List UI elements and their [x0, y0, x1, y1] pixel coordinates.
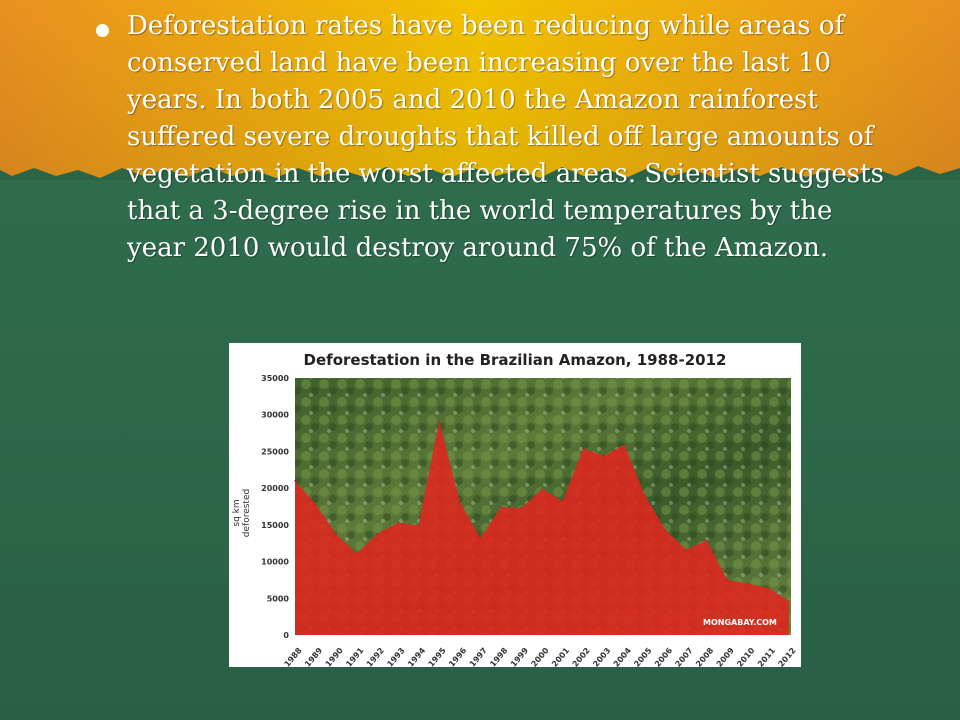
- x-tick-label-1997: 1997: [468, 646, 489, 667]
- data-point-1998: [500, 506, 502, 508]
- y-tick-label: 20000: [261, 484, 289, 493]
- x-tick-label-2002: 2002: [571, 646, 592, 667]
- x-tick-label-1999: 1999: [509, 646, 530, 667]
- bullet-text: Deforestation rates have been reducing w…: [127, 11, 884, 263]
- x-tick-label-2000: 2000: [529, 646, 550, 667]
- chart-title: Deforestation in the Brazilian Amazon, 1…: [303, 351, 727, 369]
- x-tick-label-1998: 1998: [488, 646, 509, 667]
- x-tick-label-1993: 1993: [385, 646, 406, 667]
- bullet-block: Deforestation rates have been reducing w…: [96, 8, 896, 267]
- data-point-2004: [623, 444, 626, 446]
- x-tick-label-2003: 2003: [591, 646, 612, 667]
- x-tick-label-1995: 1995: [427, 646, 448, 667]
- x-tick-label-2010: 2010: [735, 646, 756, 667]
- data-point-2012: [788, 600, 790, 602]
- x-tick-label-1992: 1992: [365, 646, 386, 667]
- header-band: [0, 0, 960, 180]
- data-point-2001: [561, 500, 564, 503]
- data-point-2007: [685, 549, 687, 551]
- data-point-2005: [644, 494, 646, 497]
- data-point-2006: [664, 529, 667, 531]
- y-tick-label: 35000: [261, 374, 289, 383]
- data-point-2010: [747, 582, 749, 585]
- y-tick-label: 0: [283, 631, 289, 640]
- x-tick-label-2008: 2008: [694, 646, 715, 667]
- data-point-1999: [520, 507, 523, 509]
- x-tick-label-2009: 2009: [715, 646, 736, 667]
- watermark: MONGABAY.COM: [703, 618, 777, 627]
- y-tick-label: 15000: [261, 521, 289, 530]
- x-tick-label-1989: 1989: [303, 646, 324, 667]
- y-axis-label: sq km deforested: [232, 488, 252, 538]
- data-point-2009: [726, 579, 729, 581]
- x-tick-label-1988: 1988: [282, 646, 303, 667]
- data-point-2011: [767, 587, 770, 589]
- x-tick-label-1996: 1996: [447, 646, 468, 667]
- y-tick-label: 25000: [261, 447, 289, 456]
- data-point-1988: [294, 480, 296, 482]
- data-point-1992: [376, 532, 379, 535]
- y-tick-label: 10000: [261, 558, 289, 567]
- data-point-2002: [582, 447, 584, 450]
- x-tick-label-2004: 2004: [612, 646, 633, 667]
- data-point-1989: [314, 503, 317, 506]
- x-tick-label-2005: 2005: [632, 646, 653, 667]
- x-tick-label-2007: 2007: [674, 646, 695, 667]
- data-point-1997: [479, 537, 482, 539]
- data-point-2000: [541, 488, 543, 490]
- chart-image: 0 5000 10000 15000 20000 25000 30000 35000 1988 1…: [229, 343, 801, 667]
- data-point-1993: [397, 521, 399, 524]
- x-tick-label-2006: 2006: [653, 646, 674, 667]
- data-point-1996: [458, 500, 461, 503]
- deforestation-area: [295, 421, 789, 635]
- data-point-1990: [335, 533, 337, 536]
- data-point-2003: [603, 455, 605, 457]
- data-point-1995: [438, 420, 440, 423]
- y-tick-label: 5000: [267, 594, 290, 603]
- x-tick-label-2011: 2011: [756, 646, 777, 667]
- x-tick-label-2012: 2012: [776, 646, 797, 667]
- x-tick-label-1991: 1991: [344, 646, 365, 667]
- data-point-2008: [705, 539, 708, 542]
- data-point-1991: [356, 552, 358, 555]
- x-tick-label-1990: 1990: [324, 646, 345, 667]
- bullet-dot-icon: [96, 24, 109, 37]
- data-point-1994: [417, 524, 420, 527]
- x-tick-label-1994: 1994: [406, 646, 427, 667]
- y-tick-label: 30000: [261, 411, 289, 420]
- x-tick-label-2001: 2001: [550, 646, 571, 667]
